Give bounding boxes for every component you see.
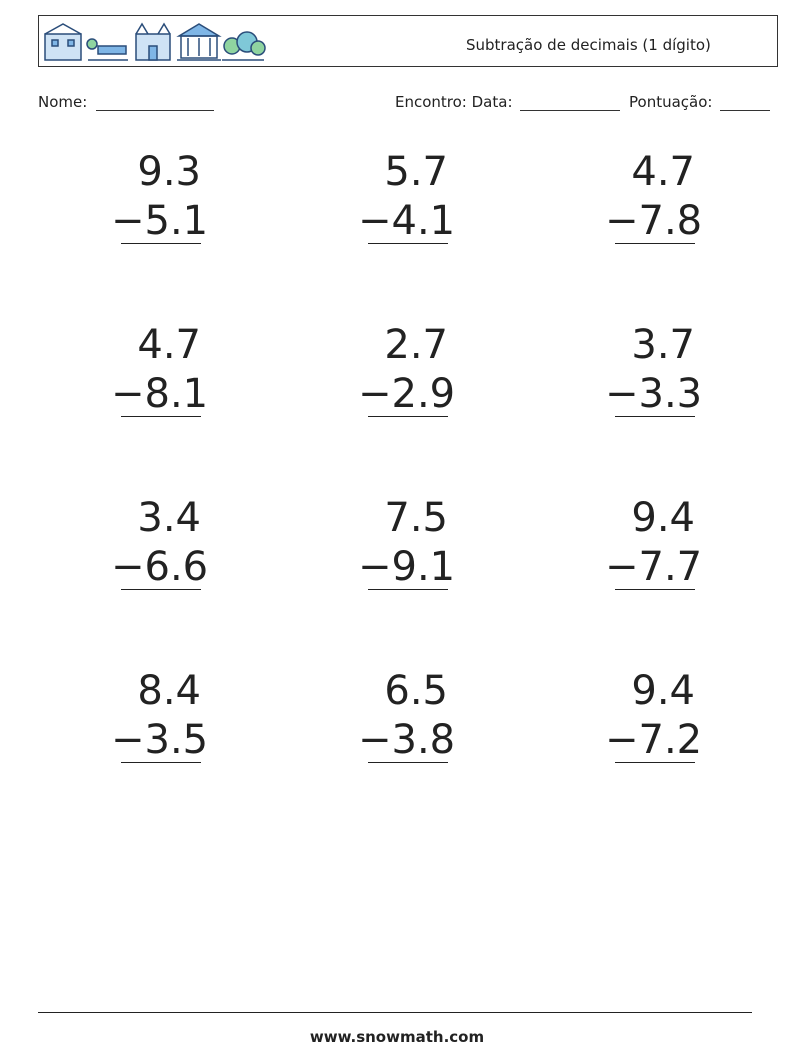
problem-bottom: −7.7 [605, 544, 703, 590]
footer-line [38, 1012, 752, 1013]
problem-bottom: −8.1 [111, 371, 209, 417]
problem-bottom: −2.9 [358, 371, 456, 417]
problem-top: 3.4 [137, 495, 201, 541]
problem-bottom: −3.3 [605, 371, 703, 417]
problem-top: 8.4 [137, 668, 201, 714]
answer-line [615, 589, 695, 590]
problem-top: 9.4 [631, 668, 695, 714]
score-label: Pontuação: [629, 93, 713, 111]
problem-top: 4.7 [137, 322, 201, 368]
answer-line [368, 589, 448, 590]
answer-line [368, 243, 448, 244]
problem-top: 5.7 [384, 149, 448, 195]
header-icons [44, 22, 266, 61]
answer-line [121, 416, 201, 417]
problem-top: 7.5 [384, 495, 448, 541]
answer-line [121, 243, 201, 244]
header-box [38, 15, 778, 67]
problem-bottom: −9.1 [358, 544, 456, 590]
name-label: Nome: [38, 93, 88, 111]
problem-top: 6.5 [384, 668, 448, 714]
problem-top: 3.7 [631, 322, 695, 368]
problem-top: 2.7 [384, 322, 448, 368]
problem-bottom: −6.6 [111, 544, 209, 590]
date-blank [520, 110, 620, 111]
answer-line [368, 416, 448, 417]
problem-top: 4.7 [631, 149, 695, 195]
problem-bottom: −3.8 [358, 717, 456, 763]
answer-line [615, 416, 695, 417]
answer-line [368, 762, 448, 763]
answer-line [121, 589, 201, 590]
footer-url: www.snowmath.com [309, 1028, 485, 1046]
problem-top: 9.4 [631, 495, 695, 541]
problem-bottom: −7.2 [605, 717, 703, 763]
problem-bottom: −7.8 [605, 198, 703, 244]
answer-line [615, 762, 695, 763]
problem-top: 9.3 [137, 149, 201, 195]
name-blank [96, 110, 214, 111]
answer-line [121, 762, 201, 763]
score-blank [720, 110, 770, 111]
answer-line [615, 243, 695, 244]
problem-bottom: −3.5 [111, 717, 209, 763]
title: Subtração de decimais (1 dígito) [466, 36, 711, 54]
date-label: Encontro: Data: [395, 93, 513, 111]
problem-bottom: −4.1 [358, 198, 456, 244]
problem-bottom: −5.1 [111, 198, 209, 244]
